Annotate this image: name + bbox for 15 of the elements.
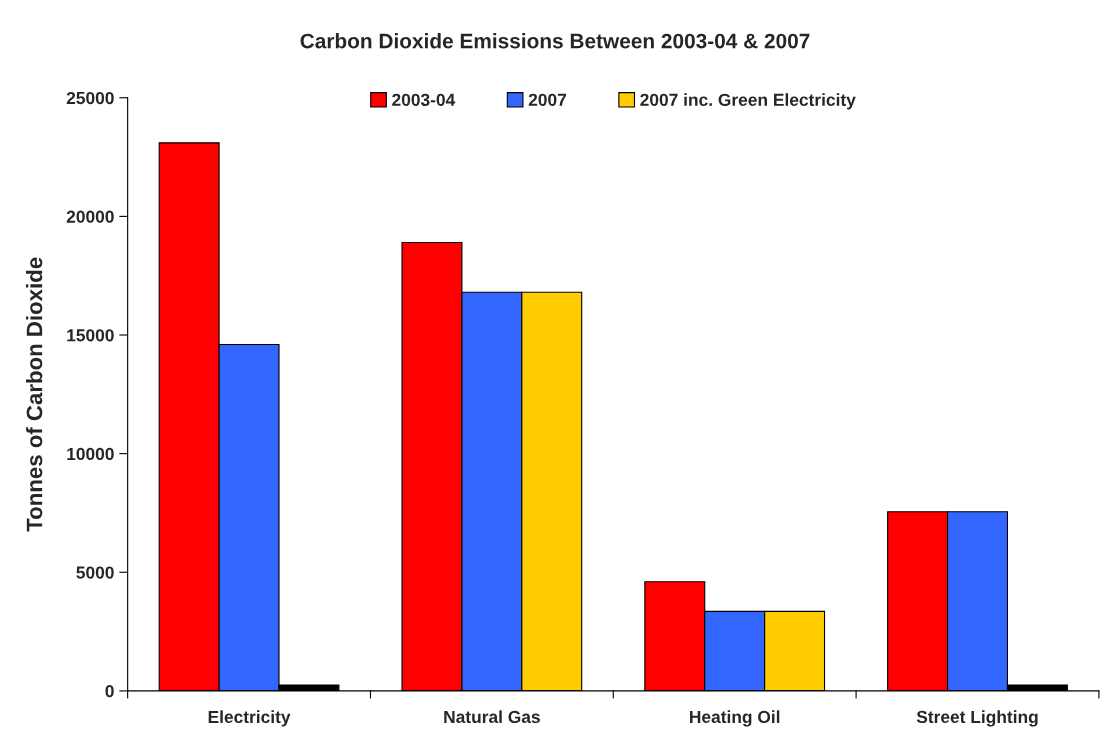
y-tick-label: 10000 (67, 447, 114, 461)
x-tick-label: Street Lighting (916, 710, 1038, 727)
y-tick-label: 15000 (67, 329, 114, 342)
chart-title: Carbon Dioxide Emissions Between 2003-04 & 2007 (300, 33, 810, 49)
legend-label: 2003-04 (392, 93, 456, 107)
y-tick-label: 25000 (66, 91, 114, 105)
x-tick-label: Electricity (208, 710, 291, 727)
legend-label: 2007 (528, 93, 567, 106)
legend-label: 2007 inc. Green Electricity (640, 93, 856, 110)
x-tick-label: Natural Gas (444, 710, 540, 724)
x-tick-label: Heating Oil (690, 710, 780, 727)
y-tick-label: 5000 (76, 566, 114, 579)
y-tick-label: 20000 (66, 210, 114, 223)
y-tick-label: 0 (105, 685, 114, 698)
y-axis-title: Tonnes of Carbon Dioxide (26, 257, 43, 532)
